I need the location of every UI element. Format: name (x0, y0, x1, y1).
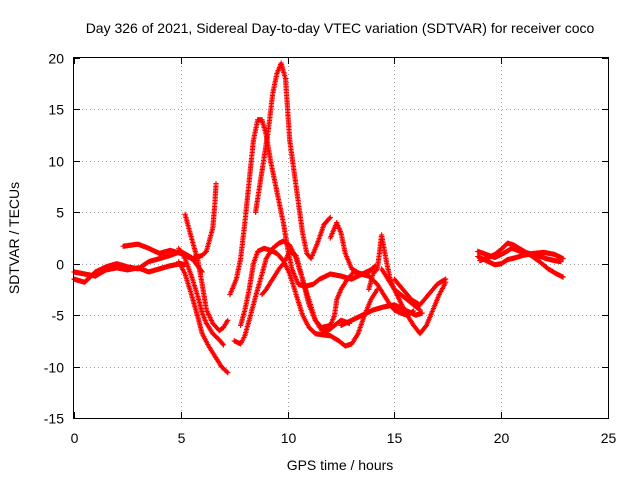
series-track-16 (391, 276, 449, 308)
axis-ticks: 0 5 10 15 20 25 -15 -10 -5 0 5 10 15 20 (44, 51, 617, 447)
data-markers (71, 261, 188, 279)
y-axis-label: SDTVAR / TECUs (6, 182, 22, 294)
x-tick-label: 5 (178, 430, 186, 446)
series-track-5 (176, 259, 231, 376)
plot-frame (73, 57, 609, 419)
y-tick-label: 0 (56, 257, 64, 273)
y-tick-label: 15 (48, 102, 64, 118)
series-track-6 (176, 245, 227, 348)
y-tick-label: 20 (48, 51, 64, 67)
series-track-9 (227, 117, 376, 298)
series-track-19 (475, 249, 566, 268)
series-track-4 (182, 211, 231, 334)
data-markers (227, 117, 376, 298)
y-tick-label: -10 (44, 360, 64, 376)
x-tick-label: 20 (494, 430, 510, 446)
data-markers (176, 245, 227, 348)
data-series (71, 60, 566, 376)
series-track-3 (120, 180, 219, 262)
y-tick-label: -15 (44, 411, 64, 427)
series-track-2 (71, 261, 188, 279)
x-axis-label: GPS time / hours (287, 457, 394, 473)
series-track-10 (253, 60, 333, 262)
x-tick-label: 10 (281, 430, 297, 446)
series-track-18 (477, 240, 566, 280)
series-track-15 (379, 266, 449, 337)
y-tick-label: -5 (52, 308, 65, 324)
data-markers (475, 249, 566, 268)
x-tick-label: 25 (601, 430, 617, 446)
x-tick-label: 0 (71, 430, 79, 446)
x-tick-label: 15 (387, 430, 403, 446)
data-markers (182, 211, 231, 334)
data-markers (477, 240, 566, 280)
chart-title: Day 326 of 2021, Sidereal Day-to-day VTE… (86, 20, 595, 36)
y-tick-label: 10 (48, 154, 64, 170)
data-markers (120, 180, 219, 262)
series-track-8 (238, 245, 380, 349)
data-markers (379, 266, 449, 337)
data-markers (176, 259, 231, 376)
y-tick-label: 5 (56, 205, 64, 221)
data-markers (253, 60, 333, 262)
data-markers (238, 245, 380, 349)
data-markers (391, 276, 449, 308)
